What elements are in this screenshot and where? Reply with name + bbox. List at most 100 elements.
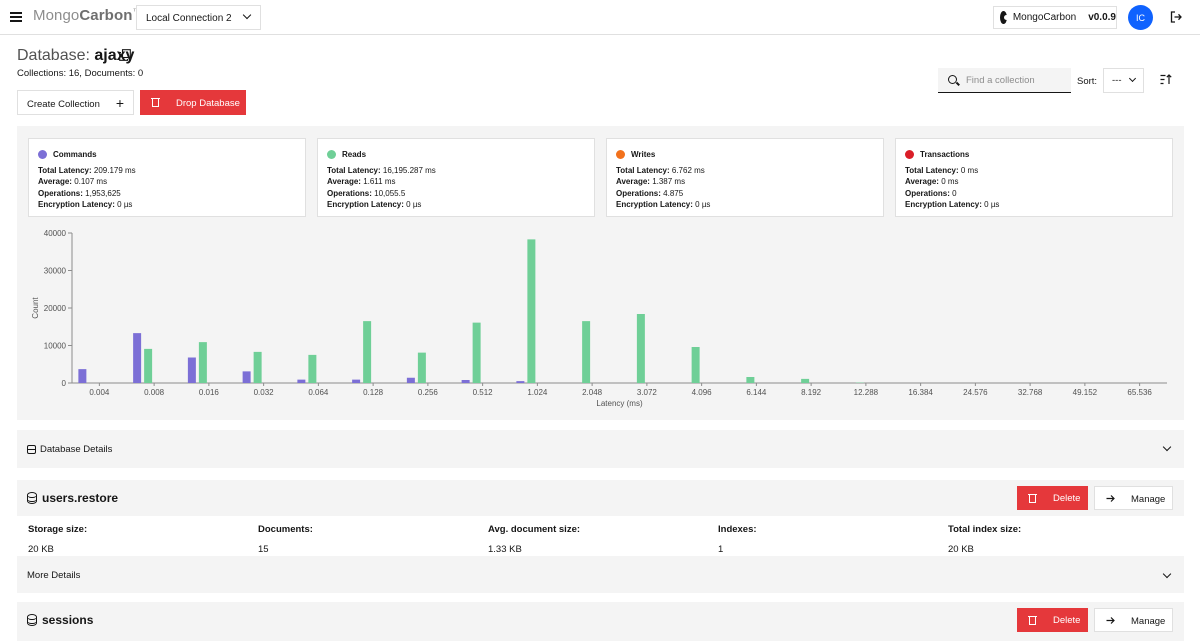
stat-indexes: Indexes: 1 bbox=[718, 524, 757, 555]
bar-reads bbox=[801, 378, 810, 383]
connection-select[interactable]: Local Connection 2 bbox=[136, 5, 261, 30]
stat-storage: Storage size: 20 KB bbox=[28, 524, 87, 555]
x-tick-label: 65.536 bbox=[1127, 388, 1152, 397]
top-header: MongoCarbon™ Local Connection 2 MongoCar… bbox=[0, 0, 1200, 35]
metric-value: 0 µs bbox=[695, 200, 711, 210]
drop-database-label: Drop Database bbox=[176, 98, 240, 109]
search-icon bbox=[948, 75, 957, 84]
manage-collection-button[interactable]: Manage bbox=[1094, 486, 1173, 510]
latency-histogram: 0 10000 20000 30000 40000 0.004 0.008 0.016 0.03… bbox=[17, 226, 1184, 420]
manage-collection-button[interactable]: Manage bbox=[1094, 608, 1173, 632]
sort-select[interactable]: --- bbox=[1103, 68, 1144, 93]
search-placeholder: Find a collection bbox=[966, 75, 1035, 86]
sort-direction-icon[interactable] bbox=[1160, 74, 1172, 85]
collection-title: sessions bbox=[27, 613, 93, 627]
latency-chart: 0 10000 20000 30000 40000 0.004 0.008 0.016 0.03… bbox=[31, 229, 1167, 408]
x-tick-label: 1.024 bbox=[527, 388, 548, 397]
collection-name: sessions bbox=[42, 613, 94, 627]
stat-key: Storage size: bbox=[28, 524, 88, 535]
more-details-accordion[interactable]: More Details bbox=[17, 557, 1184, 593]
metric-value: 0 ms bbox=[941, 177, 959, 187]
x-tick-label: 24.576 bbox=[963, 388, 988, 397]
metrics-panel: Commands Total Latency: 209.179 ms Avera… bbox=[17, 126, 1184, 420]
chevron-down-icon bbox=[1128, 74, 1137, 83]
metric-key: Operations: bbox=[616, 188, 661, 198]
stat-key: Avg. document size: bbox=[488, 524, 581, 535]
metric-card-reads: Reads Total Latency: 16,195.287 ms Avera… bbox=[317, 138, 595, 217]
app-logo[interactable]: MongoCarbon™ bbox=[33, 7, 141, 24]
stat-documents: Documents: 15 bbox=[258, 524, 313, 555]
x-tick-label: 2.048 bbox=[582, 388, 603, 397]
drop-database-button[interactable]: Drop Database bbox=[140, 90, 246, 115]
delete-collection-button[interactable]: Delete bbox=[1017, 608, 1088, 632]
delete-label: Delete bbox=[1053, 493, 1081, 504]
bar-reads bbox=[691, 347, 700, 383]
copy-icon[interactable] bbox=[119, 49, 131, 61]
collection-icon bbox=[27, 614, 37, 626]
github-label: MongoCarbon bbox=[1012, 12, 1077, 23]
metric-value: 1.611 ms bbox=[363, 177, 396, 187]
bar-commands bbox=[406, 377, 415, 383]
bar-commands bbox=[187, 357, 196, 383]
stat-value: 15 bbox=[258, 544, 269, 555]
collection-icon bbox=[27, 492, 37, 504]
plus-icon: + bbox=[115, 95, 124, 111]
arrow-right-icon bbox=[1106, 617, 1115, 624]
y-tick-label: 0 bbox=[62, 379, 67, 388]
metric-value: 16,195.287 ms bbox=[382, 165, 436, 175]
avatar[interactable]: IC bbox=[1128, 5, 1153, 30]
metric-key: Encryption Latency: bbox=[327, 200, 404, 210]
metric-key: Encryption Latency: bbox=[616, 200, 693, 210]
delete-collection-button[interactable]: Delete bbox=[1017, 486, 1088, 510]
stat-key: Documents: bbox=[258, 524, 313, 535]
bar-reads bbox=[308, 354, 317, 383]
database-details-title: Database Details bbox=[40, 444, 113, 455]
trash-icon bbox=[1028, 615, 1037, 625]
chevron-down-icon bbox=[242, 10, 252, 20]
logout-icon[interactable] bbox=[1170, 11, 1182, 23]
metric-key: Encryption Latency: bbox=[38, 200, 115, 210]
x-axis-title: Latency (ms) bbox=[596, 399, 643, 408]
x-tick-label: 6.144 bbox=[746, 388, 767, 397]
stat-key: Indexes: bbox=[718, 524, 757, 535]
x-tick-label: 0.256 bbox=[418, 388, 439, 397]
metric-card-writes: Writes Total Latency: 6.762 ms Average: … bbox=[606, 138, 884, 217]
metric-key: Operations: bbox=[905, 188, 950, 198]
chevron-down-icon bbox=[1162, 442, 1172, 452]
page-title: Database: ajaxy bbox=[17, 47, 134, 65]
trash-icon bbox=[1028, 493, 1037, 503]
metric-value: 209.179 ms bbox=[93, 165, 136, 175]
stat-value: 1 bbox=[718, 544, 724, 555]
create-collection-button[interactable]: Create Collection + bbox=[17, 90, 134, 115]
database-details-accordion[interactable]: Database Details bbox=[17, 430, 1184, 468]
connection-value: Local Connection 2 bbox=[146, 13, 232, 24]
stat-value: 20 KB bbox=[948, 544, 974, 555]
chevron-down-icon bbox=[1162, 569, 1172, 579]
collection-card: users.restore Delete Manage Storage size… bbox=[17, 480, 1184, 593]
db-meta: Collections: 16, Documents: 0 bbox=[17, 68, 144, 79]
bar-reads bbox=[144, 348, 153, 383]
brand-bold: Carbon bbox=[79, 7, 133, 24]
bar-commands bbox=[78, 369, 87, 383]
bar-commands bbox=[297, 379, 306, 383]
brand-light: Mongo bbox=[33, 7, 80, 24]
github-button[interactable]: MongoCarbon v0.0.9 bbox=[993, 6, 1117, 29]
metric-value: 0 µs bbox=[984, 200, 1000, 210]
x-tick-label: 32.768 bbox=[1018, 388, 1043, 397]
arrow-right-icon bbox=[1106, 495, 1115, 502]
more-details-label: More Details bbox=[27, 570, 81, 581]
search-input[interactable]: Find a collection bbox=[938, 68, 1071, 93]
metric-title: Writes bbox=[631, 150, 656, 159]
x-tick-label: 8.192 bbox=[801, 388, 822, 397]
legend-dot bbox=[616, 150, 625, 160]
x-tick-label: 0.064 bbox=[308, 388, 329, 397]
x-tick-label: 12.288 bbox=[854, 388, 879, 397]
menu-icon[interactable] bbox=[10, 10, 22, 24]
y-axis-title: Count bbox=[31, 297, 40, 319]
stat-total-index-size: Total index size: 20 KB bbox=[948, 524, 1021, 555]
manage-label: Manage bbox=[1131, 616, 1166, 627]
metric-key: Total Latency: bbox=[616, 165, 670, 175]
metric-title: Commands bbox=[53, 150, 97, 159]
stat-avg-doc-size: Avg. document size: 1.33 KB bbox=[488, 524, 580, 555]
y-tick-label: 10000 bbox=[44, 342, 67, 351]
